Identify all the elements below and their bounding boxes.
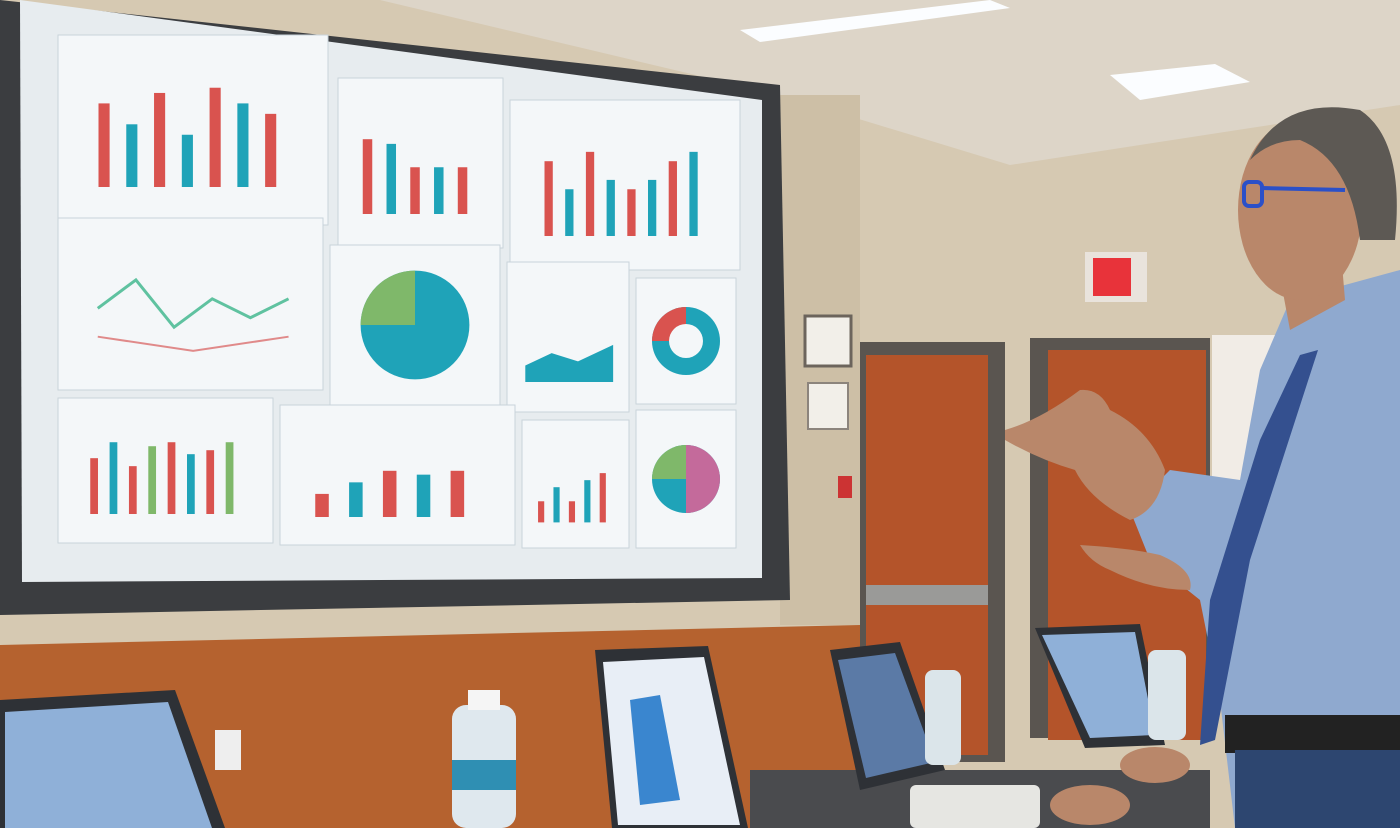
chart-bar bbox=[109, 442, 118, 514]
chart-bar bbox=[553, 487, 560, 523]
chart-bar bbox=[349, 482, 363, 517]
chart-bar bbox=[315, 493, 329, 517]
chart-pie-slice bbox=[686, 445, 720, 513]
laptop-screen bbox=[1042, 632, 1155, 738]
chart-bar bbox=[148, 446, 157, 514]
wall-frame bbox=[803, 314, 853, 368]
chart-bar bbox=[382, 470, 397, 517]
dashboard-panels bbox=[57, 34, 741, 549]
chart-bar bbox=[209, 87, 221, 187]
chart-bar bbox=[648, 179, 657, 236]
chart-bar bbox=[538, 501, 545, 523]
chart-bar bbox=[90, 458, 98, 514]
chart-bar bbox=[565, 189, 574, 236]
presenter-raised-hand bbox=[1005, 389, 1165, 520]
chart-bar bbox=[450, 470, 465, 517]
ceiling-light bbox=[1110, 64, 1250, 100]
chart-donut-hole bbox=[669, 324, 703, 358]
laptop-screen bbox=[5, 702, 212, 828]
presenter-head bbox=[1238, 120, 1362, 300]
chart-area bbox=[525, 344, 614, 382]
chart-bar bbox=[265, 113, 277, 187]
chart-line bbox=[96, 277, 290, 330]
chart-bar bbox=[416, 474, 431, 517]
attendee-hand bbox=[1050, 785, 1130, 825]
attendee-hand bbox=[1120, 747, 1190, 783]
chart-bar bbox=[386, 143, 397, 214]
desk-phone bbox=[910, 785, 1040, 828]
presenter-trousers bbox=[1235, 750, 1400, 828]
chart-pie-slice bbox=[652, 445, 686, 479]
chart-bar bbox=[237, 103, 249, 187]
chart-bar bbox=[126, 124, 138, 187]
chart-pie-slice bbox=[360, 270, 415, 325]
presenter-tie bbox=[1200, 350, 1318, 745]
laptop-screen bbox=[838, 653, 935, 778]
chart-panel bbox=[279, 404, 516, 546]
presenter-hair bbox=[1250, 107, 1397, 240]
chart-bar bbox=[568, 501, 576, 523]
chart-bar bbox=[225, 442, 234, 514]
chart-bar bbox=[362, 139, 373, 214]
fire-alarm bbox=[838, 476, 852, 498]
chart-bar bbox=[606, 179, 615, 236]
chart-line bbox=[97, 335, 289, 352]
exit-sign-light bbox=[1093, 258, 1131, 296]
chart-panel bbox=[521, 419, 630, 549]
chart-bar bbox=[544, 161, 553, 236]
glasses-icon bbox=[1242, 180, 1346, 208]
chart-bar bbox=[206, 450, 215, 514]
chart-bar bbox=[98, 103, 110, 187]
chart-panel bbox=[506, 261, 630, 413]
water-bottle bbox=[1148, 650, 1186, 740]
chart-bar bbox=[167, 442, 176, 514]
chart-bar bbox=[128, 466, 137, 514]
wall-frame bbox=[807, 382, 849, 430]
chart-bar bbox=[585, 151, 595, 236]
laptop-screen-chart bbox=[630, 695, 680, 805]
chart-bar bbox=[689, 151, 698, 236]
bottle-cap bbox=[468, 690, 500, 710]
water-bottle bbox=[925, 670, 961, 765]
chart-bar bbox=[584, 480, 591, 523]
chart-panel bbox=[57, 217, 324, 391]
chart-bar bbox=[187, 454, 195, 514]
chart-bar bbox=[668, 161, 677, 236]
chart-bar bbox=[410, 167, 420, 214]
chart-bar bbox=[457, 167, 468, 214]
chart-bar bbox=[627, 189, 636, 236]
presenter-open-hand bbox=[1080, 545, 1191, 590]
chart-bar bbox=[434, 167, 444, 214]
chart-bar bbox=[599, 473, 606, 523]
chart-bar bbox=[181, 134, 193, 187]
ceiling bbox=[380, 0, 1400, 165]
bottle-label bbox=[452, 760, 516, 790]
door-kickplate bbox=[866, 585, 988, 605]
ceiling-light bbox=[740, 0, 1010, 42]
presenter-shirt bbox=[1130, 270, 1400, 828]
presenter-belt bbox=[1225, 715, 1400, 753]
wall-outlet bbox=[215, 730, 241, 770]
chart-bar bbox=[154, 92, 166, 187]
